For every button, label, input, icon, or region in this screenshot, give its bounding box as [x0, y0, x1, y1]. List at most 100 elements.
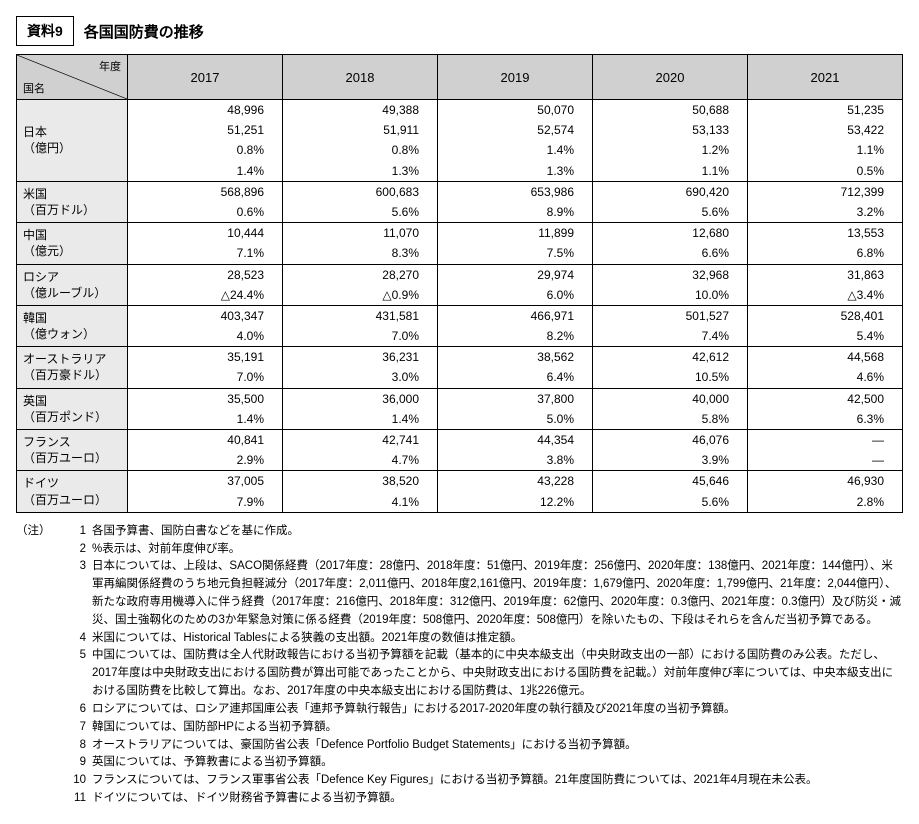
data-cell: 3.8% [438, 450, 593, 471]
data-cell: 12,680 [593, 223, 748, 244]
corner-country-label: 国名 [23, 80, 45, 96]
data-cell: 4.7% [283, 450, 438, 471]
note-item: 1各国予算書、国防白書などを基に作成。 [62, 523, 903, 541]
note-number: 6 [62, 701, 92, 719]
corner-cell: 年度 国名 [17, 55, 128, 100]
data-cell: 7.9% [128, 492, 283, 513]
note-number: 7 [62, 719, 92, 737]
note-item: 7韓国については、国防部HPによる当初予算額。 [62, 719, 903, 737]
data-cell: 5.6% [593, 492, 748, 513]
note-number: 1 [62, 523, 92, 541]
data-cell: 36,231 [283, 347, 438, 368]
notes-label: （注） [16, 523, 62, 808]
country-cell: 米国（百万ドル） [17, 181, 128, 222]
note-text: 各国予算書、国防白書などを基に作成。 [92, 523, 903, 541]
note-number: 8 [62, 737, 92, 755]
table-row: ドイツ（百万ユーロ）37,00538,52043,22845,64646,930 [17, 471, 903, 492]
data-cell: 501,527 [593, 305, 748, 326]
country-cell: ドイツ（百万ユーロ） [17, 471, 128, 512]
data-cell: 6.4% [438, 367, 593, 388]
data-cell: 11,899 [438, 223, 593, 244]
data-cell: 8.2% [438, 326, 593, 347]
data-cell: 11,070 [283, 223, 438, 244]
data-cell: 28,270 [283, 264, 438, 285]
data-cell: 403,347 [128, 305, 283, 326]
data-cell: 48,996 [128, 100, 283, 121]
data-cell: 42,500 [748, 388, 903, 409]
data-cell: 32,968 [593, 264, 748, 285]
data-cell: 7.0% [128, 367, 283, 388]
table-row: 韓国（億ウォン）403,347431,581466,971501,527528,… [17, 305, 903, 326]
data-cell: 38,562 [438, 347, 593, 368]
table-row: 米国（百万ドル）568,896600,683653,986690,420712,… [17, 181, 903, 202]
data-cell: 5.4% [748, 326, 903, 347]
defense-budget-table: 年度 国名 2017 2018 2019 2020 2021 日本（億円）48,… [16, 54, 903, 513]
data-cell: 1.4% [128, 161, 283, 182]
table-row: フランス（百万ユーロ）40,84142,74144,35446,076― [17, 430, 903, 451]
country-cell: 日本（億円） [17, 100, 128, 182]
note-item: 8オーストラリアについては、豪国防省公表「Defence Portfolio B… [62, 737, 903, 755]
data-cell: 7.4% [593, 326, 748, 347]
table-row: △24.4%△0.9%6.0%10.0%△3.4% [17, 285, 903, 306]
data-cell: 51,235 [748, 100, 903, 121]
country-cell: 英国（百万ポンド） [17, 388, 128, 429]
country-cell: 韓国（億ウォン） [17, 305, 128, 346]
note-item: 9英国については、予算教書による当初予算額。 [62, 754, 903, 772]
table-header: 年度 国名 2017 2018 2019 2020 2021 [17, 55, 903, 100]
data-cell: 10.0% [593, 285, 748, 306]
data-cell: 51,251 [128, 120, 283, 140]
data-cell: 653,986 [438, 181, 593, 202]
data-cell: 35,500 [128, 388, 283, 409]
data-cell: 1.1% [748, 140, 903, 160]
note-text: %表示は、対前年度伸び率。 [92, 541, 903, 559]
table-body: 日本（億円）48,99649,38850,07050,68851,23551,2… [17, 100, 903, 513]
data-cell: △0.9% [283, 285, 438, 306]
data-cell: 2.8% [748, 492, 903, 513]
note-item: 2%表示は、対前年度伸び率。 [62, 541, 903, 559]
country-cell: ロシア（億ルーブル） [17, 264, 128, 305]
year-header: 2019 [438, 55, 593, 100]
data-cell: 3.0% [283, 367, 438, 388]
data-cell: 6.3% [748, 409, 903, 430]
data-cell: 37,005 [128, 471, 283, 492]
note-number: 2 [62, 541, 92, 559]
table-row: 1.4%1.4%5.0%5.8%6.3% [17, 409, 903, 430]
data-cell: 6.6% [593, 243, 748, 264]
data-cell: 53,422 [748, 120, 903, 140]
data-cell: 5.8% [593, 409, 748, 430]
data-cell: 3.2% [748, 202, 903, 223]
note-text: フランスについては、フランス軍事省公表「Defence Key Figures」… [92, 772, 903, 790]
note-item: 3日本については、上段は、SACO関係経費（2017年度：28億円、2018年度… [62, 558, 903, 629]
data-cell: 35,191 [128, 347, 283, 368]
note-item: 4米国については、Historical Tablesによる狭義の支出額。2021… [62, 630, 903, 648]
data-cell: 7.1% [128, 243, 283, 264]
table-row: 7.0%3.0%6.4%10.5%4.6% [17, 367, 903, 388]
data-cell: 50,070 [438, 100, 593, 121]
data-cell: 528,401 [748, 305, 903, 326]
data-cell: 1.4% [128, 409, 283, 430]
note-text: 英国については、予算教書による当初予算額。 [92, 754, 903, 772]
data-cell: 29,974 [438, 264, 593, 285]
data-cell: 46,076 [593, 430, 748, 451]
data-cell: 1.3% [438, 161, 593, 182]
data-cell: 600,683 [283, 181, 438, 202]
data-cell: 3.9% [593, 450, 748, 471]
data-cell: 10,444 [128, 223, 283, 244]
data-cell: 38,520 [283, 471, 438, 492]
data-cell: ― [748, 450, 903, 471]
data-cell: 0.8% [128, 140, 283, 160]
data-cell: 568,896 [128, 181, 283, 202]
data-cell: △3.4% [748, 285, 903, 306]
data-cell: 7.0% [283, 326, 438, 347]
note-text: ロシアについては、ロシア連邦国庫公表「連邦予算執行報告」における2017-202… [92, 701, 903, 719]
document-number-box: 資料9 [16, 16, 74, 46]
data-cell: 43,228 [438, 471, 593, 492]
data-cell: 5.6% [593, 202, 748, 223]
data-cell: 1.4% [438, 140, 593, 160]
note-item: 5中国については、国防費は全人代財政報告における当初予算額を記載（基本的に中央本… [62, 647, 903, 700]
data-cell: 12.2% [438, 492, 593, 513]
note-number: 11 [62, 790, 92, 808]
note-text: 米国については、Historical Tablesによる狭義の支出額。2021年… [92, 630, 903, 648]
data-cell: 431,581 [283, 305, 438, 326]
note-text: ドイツについては、ドイツ財務省予算書による当初予算額。 [92, 790, 903, 808]
